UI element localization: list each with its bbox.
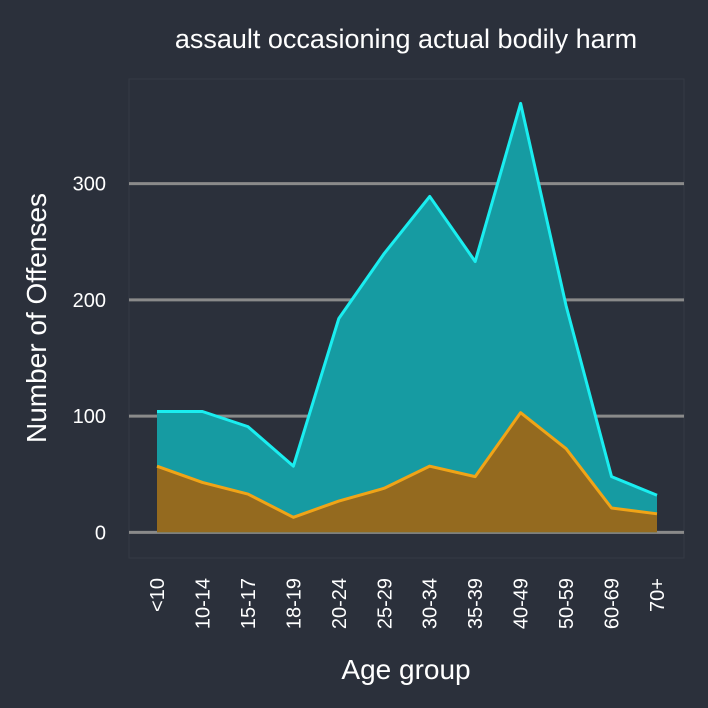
- x-tick-labels: <10 10-14 15-17 18-19 20-24 25-29 30-34 35-39 40…: [147, 578, 669, 629]
- x-tick-35-39: 35-39: [465, 578, 487, 629]
- x-tick-30-34: 30-34: [420, 578, 442, 629]
- series-2-area: [157, 412, 657, 533]
- x-tick-<10: <10: [147, 578, 169, 612]
- y-tick-100: 100: [73, 406, 106, 428]
- x-tick-20-24: 20-24: [329, 578, 351, 629]
- x-tick-40-49: 40-49: [511, 578, 533, 629]
- y-tick-labels: 0 100 200 300: [73, 174, 106, 545]
- x-tick-50-59: 50-59: [556, 578, 578, 629]
- plot-panel: [128, 78, 685, 559]
- x-axis-label: Age group: [341, 654, 470, 685]
- y-tick-200: 200: [73, 290, 106, 312]
- y-tick-300: 300: [73, 174, 106, 196]
- x-tick-10-14: 10-14: [192, 578, 214, 629]
- y-axis-label: Number of Offenses: [21, 193, 52, 443]
- series-2-line: [156, 411, 658, 519]
- series-areas: [157, 103, 657, 533]
- x-tick-18-19: 18-19: [283, 578, 305, 629]
- y-tick-0: 0: [95, 522, 106, 544]
- x-tick-15-17: 15-17: [238, 578, 260, 629]
- series-1-line: [157, 101, 658, 497]
- x-tick-70+: 70+: [647, 578, 669, 612]
- chart-title: assault occasioning actual bodily harm: [175, 24, 637, 54]
- x-tick-60-69: 60-69: [602, 578, 624, 629]
- x-tick-25-29: 25-29: [374, 578, 396, 629]
- series-lines: [156, 101, 658, 519]
